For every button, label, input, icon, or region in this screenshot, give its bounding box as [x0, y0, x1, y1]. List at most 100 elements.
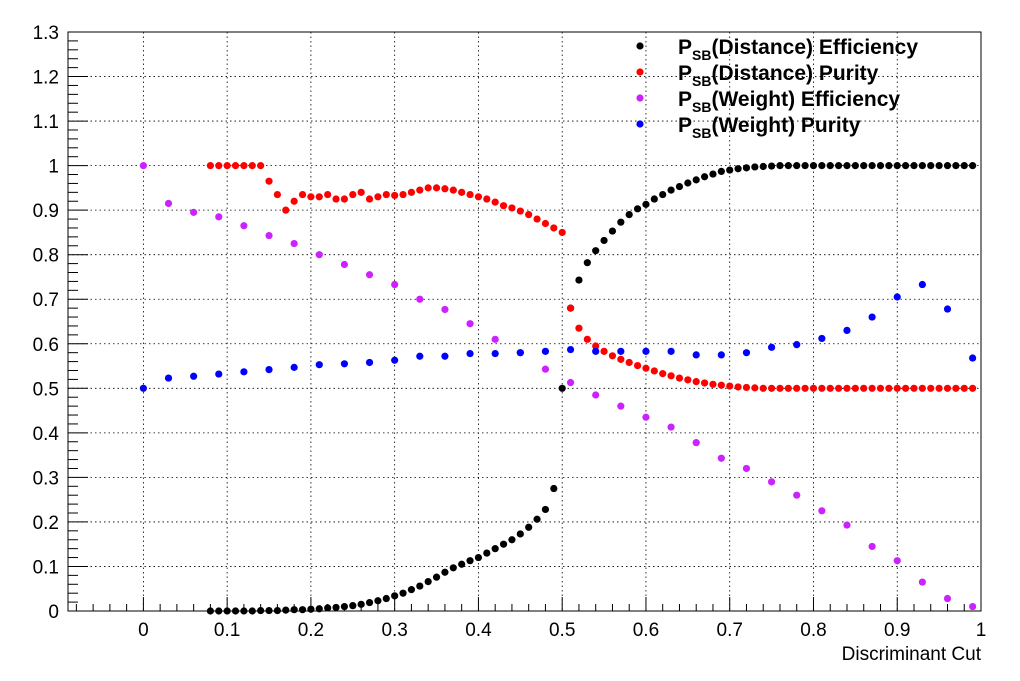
data-point	[365, 195, 374, 203]
data-point	[407, 188, 416, 196]
data-point	[231, 162, 240, 170]
data-point	[541, 365, 550, 373]
data-point	[667, 347, 675, 355]
data-point	[709, 380, 717, 388]
data-point	[902, 162, 910, 170]
data-point	[441, 185, 449, 193]
data-point	[692, 378, 700, 386]
data-point	[759, 384, 767, 392]
data-point	[617, 355, 625, 363]
y-tick-label: 0	[48, 602, 59, 623]
x-tick-label: 0.2	[298, 620, 324, 641]
data-point	[633, 361, 642, 370]
data-point	[893, 384, 901, 392]
data-point	[424, 184, 432, 192]
data-point	[315, 251, 323, 259]
data-point	[340, 260, 349, 269]
data-point	[667, 372, 675, 380]
data-point	[801, 162, 809, 170]
data-point	[717, 454, 725, 462]
data-point	[491, 198, 499, 206]
data-point	[223, 607, 231, 615]
data-point	[826, 162, 834, 170]
data-point	[566, 304, 575, 312]
data-point	[717, 167, 725, 176]
data-point	[273, 190, 282, 199]
y-tick-label: 1	[48, 157, 59, 178]
data-point	[918, 384, 926, 392]
data-point	[466, 190, 474, 199]
x-tick-label: 0.9	[884, 620, 910, 641]
data-point	[943, 162, 952, 170]
data-point	[516, 530, 524, 538]
data-point	[767, 162, 776, 170]
data-point	[575, 324, 583, 332]
data-point	[558, 384, 566, 392]
data-point	[868, 313, 876, 321]
data-point	[357, 188, 365, 196]
data-point	[818, 334, 826, 343]
data-point	[927, 384, 935, 392]
data-point	[474, 553, 483, 562]
data-point	[416, 582, 424, 590]
data-point	[592, 347, 600, 355]
data-point	[726, 382, 734, 390]
data-point	[608, 227, 617, 235]
legend-entry: PSB(Weight) Purity	[678, 114, 861, 141]
legend-entry: PSB(Distance) Purity	[678, 62, 879, 89]
data-point	[491, 335, 499, 343]
data-point	[860, 162, 868, 170]
data-point	[240, 607, 248, 615]
data-point	[307, 193, 315, 201]
data-point	[349, 602, 357, 610]
data-point	[541, 347, 550, 355]
legend-marker	[636, 68, 644, 76]
y-tick-label: 0.1	[33, 557, 59, 578]
legend-marker	[636, 42, 644, 50]
x-tick-label: 0.8	[800, 620, 826, 641]
data-point	[541, 219, 550, 228]
legend-marker	[636, 94, 644, 102]
legend-entry: PSB(Weight) Efficiency	[678, 88, 900, 115]
data-point	[851, 384, 859, 392]
data-point	[952, 384, 960, 392]
data-point	[491, 545, 499, 553]
data-point	[257, 606, 265, 615]
data-point	[458, 188, 466, 196]
data-point	[952, 162, 960, 170]
data-point	[240, 162, 248, 170]
data-point	[642, 364, 650, 372]
series-3-points	[139, 162, 977, 611]
x-tick-label: 0.6	[633, 620, 659, 641]
y-tick-label: 0.2	[33, 513, 59, 534]
y-tick-label: 0.7	[33, 290, 59, 311]
data-point	[365, 598, 374, 607]
data-point	[633, 205, 642, 213]
data-point	[432, 184, 441, 192]
data-point	[583, 259, 591, 267]
data-point	[391, 191, 399, 200]
data-point	[767, 384, 776, 392]
data-point	[943, 305, 952, 313]
axes: 0 0.1 0.2 0.3 0.4 0.5 0.6 0.7 0.8 0.9 1 0 0.1 0.2 0.3 0…	[33, 23, 987, 641]
data-point	[600, 236, 608, 245]
data-point	[190, 372, 198, 380]
data-point	[466, 349, 474, 358]
data-point	[809, 384, 818, 392]
data-point	[969, 162, 977, 170]
data-point	[734, 165, 742, 173]
data-point	[650, 195, 658, 203]
data-point	[818, 384, 826, 392]
data-point	[374, 597, 382, 605]
data-point	[592, 391, 600, 399]
data-point	[340, 360, 349, 368]
data-point	[508, 204, 516, 212]
data-point	[809, 162, 818, 170]
data-point	[893, 557, 901, 565]
data-point	[265, 606, 273, 615]
data-point	[918, 280, 926, 289]
data-point	[935, 162, 943, 170]
data-point	[969, 602, 977, 611]
